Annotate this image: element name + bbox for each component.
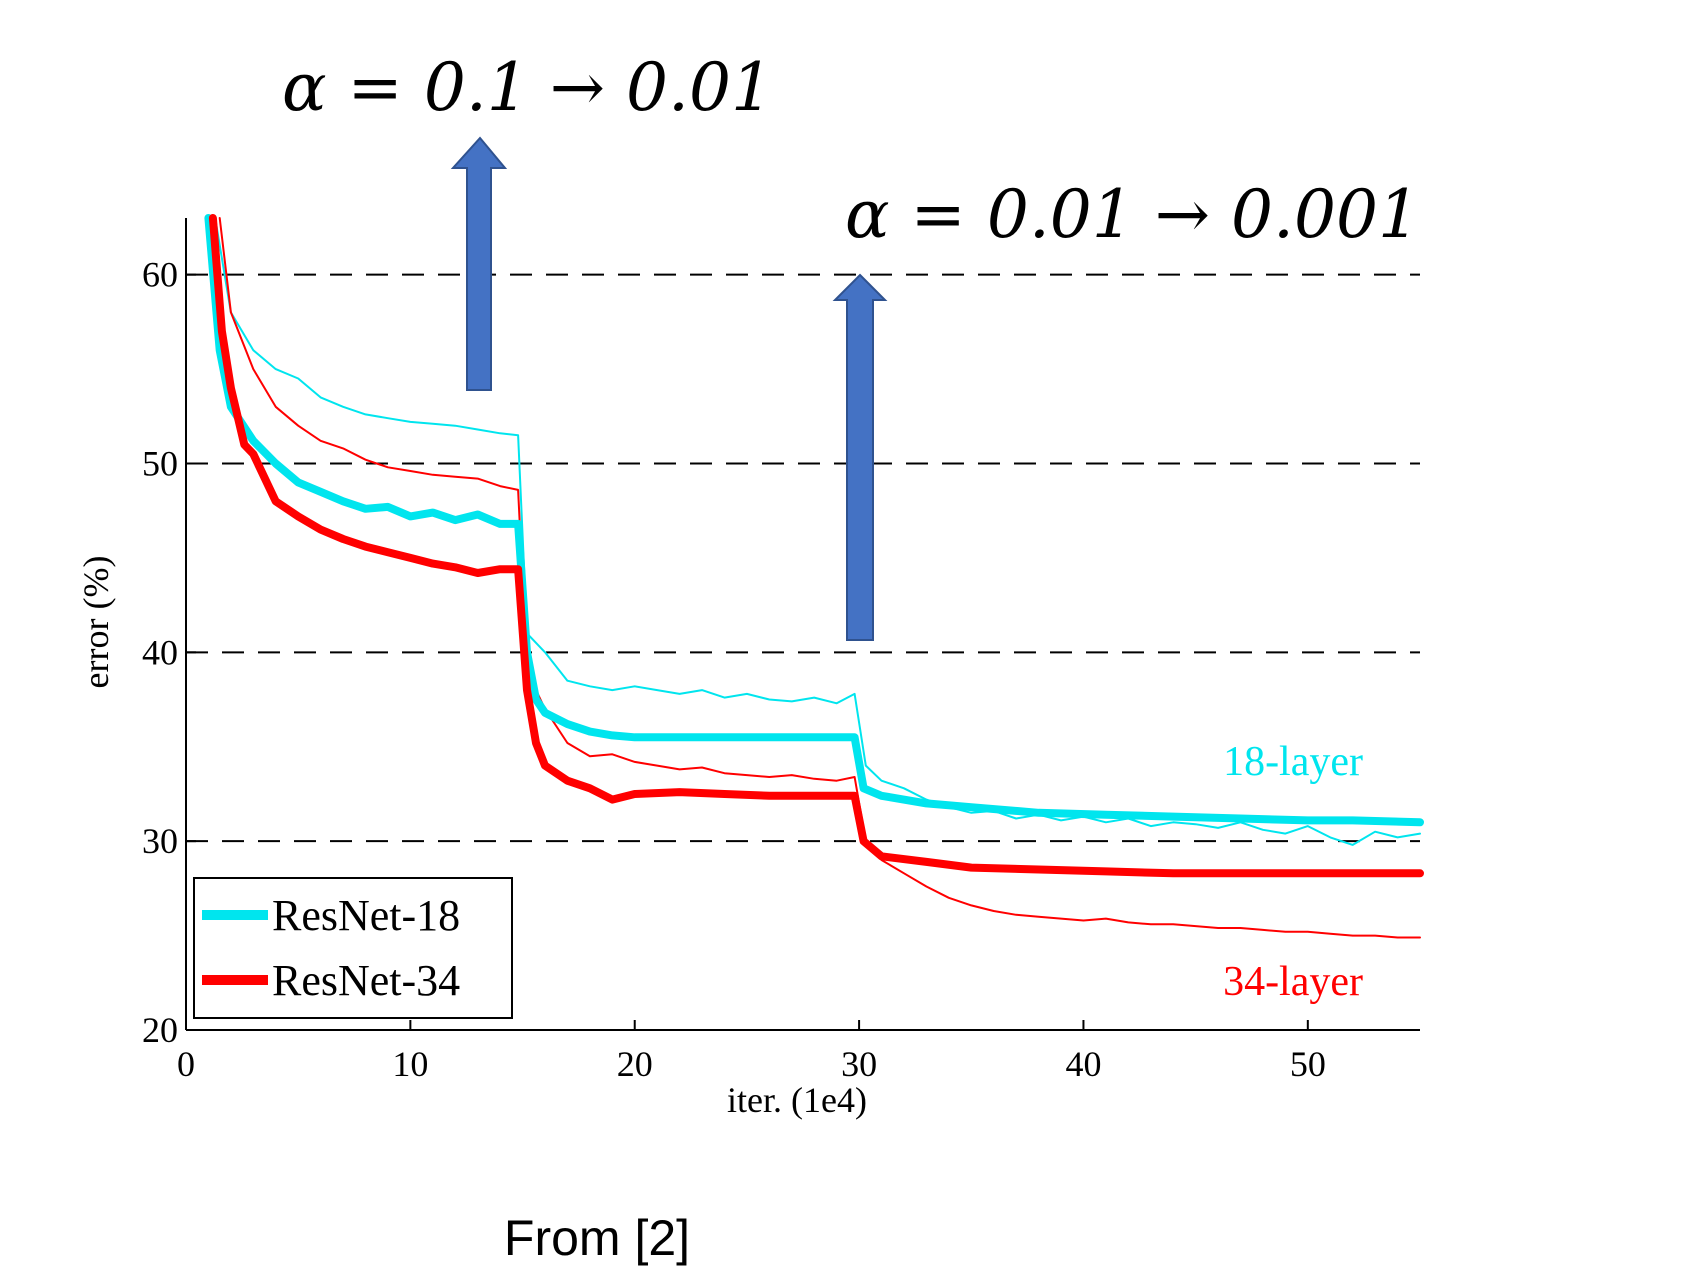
axes — [185, 218, 1420, 1031]
lr-drop-label-2: α = 0.01 → 0.001 — [845, 176, 1420, 253]
y-tick-label-30: 30 — [142, 821, 178, 861]
x-tick-label-0: 0 — [177, 1044, 195, 1084]
legend-label-resnet-34: ResNet-34 — [272, 956, 460, 1005]
source-caption: From [2] — [504, 1210, 690, 1266]
x-tick-label-10: 10 — [392, 1044, 428, 1084]
series-label-34-layer: 34-layer — [1223, 959, 1363, 1005]
x-axis-label: iter. (1e4) — [727, 1080, 867, 1120]
val-curves — [204, 214, 1424, 878]
gridlines — [186, 273, 1420, 843]
legend-label-resnet-18: ResNet-18 — [272, 891, 460, 940]
y-tick-label-20: 20 — [142, 1010, 178, 1050]
y-axis-label: error (%) — [76, 556, 116, 689]
legend-box — [193, 877, 513, 1019]
up-arrow-icon — [450, 136, 508, 391]
y-tick-label-60: 60 — [142, 255, 178, 295]
x-tick-label-50: 50 — [1290, 1044, 1326, 1084]
y-tick-label-40: 40 — [142, 632, 178, 672]
series-line-resnet-18-train — [214, 217, 1421, 846]
x-tick-label-20: 20 — [617, 1044, 653, 1084]
series-line-resnet-18-val — [204, 214, 1424, 827]
x-tick-label-40: 40 — [1065, 1044, 1101, 1084]
tick-labels: 0 10 20 30 40 50 20 30 40 50 60 — [142, 255, 1326, 1084]
up-arrow-icon — [832, 273, 888, 641]
x-tick-label-30: 30 — [841, 1044, 877, 1084]
series-line-resnet-34-val — [208, 214, 1424, 878]
lr-drop-label-1: α = 0.1 → 0.01 — [282, 49, 773, 126]
series-line-resnet-34-train — [218, 217, 1421, 939]
train-curves — [214, 217, 1421, 939]
series-label-18-layer: 18-layer — [1223, 739, 1363, 785]
legend: ResNet-18 ResNet-34 — [193, 877, 513, 1019]
y-tick-label-50: 50 — [142, 443, 178, 483]
